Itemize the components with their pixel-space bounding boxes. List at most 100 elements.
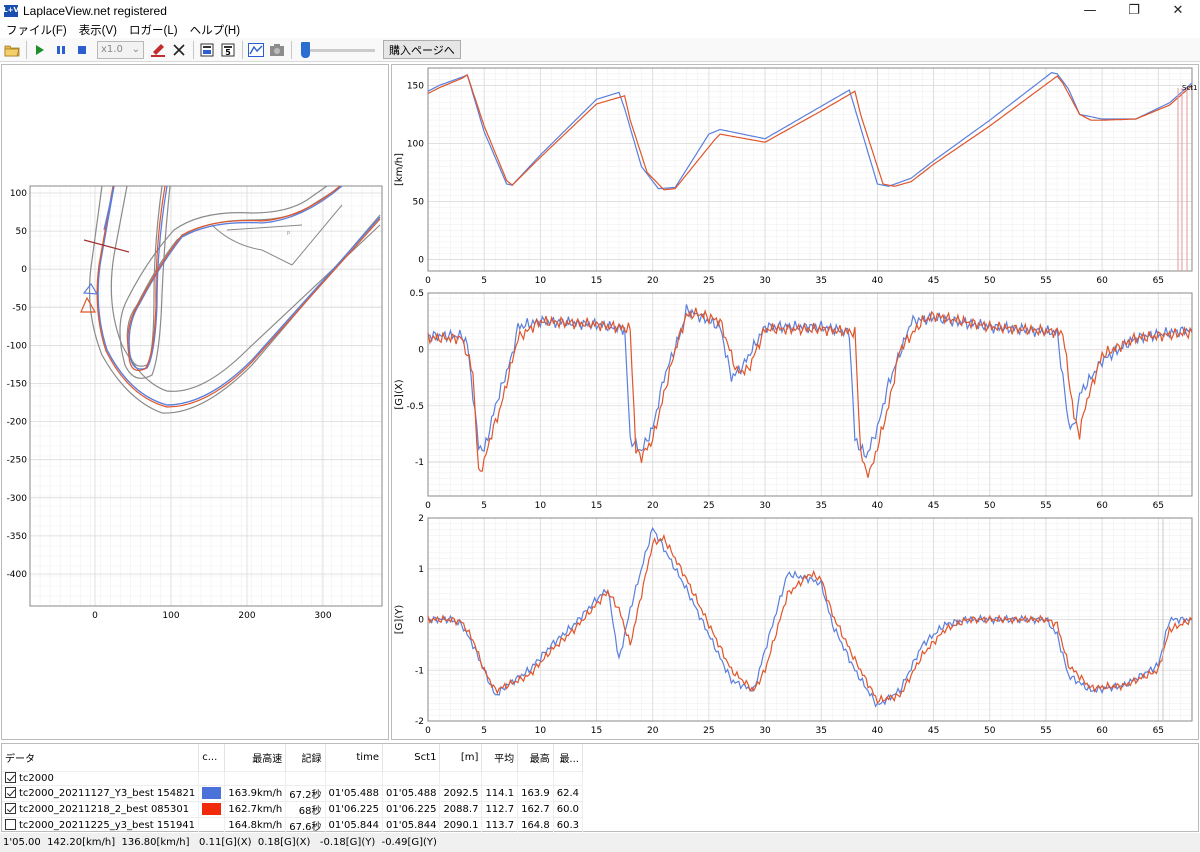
stop-icon[interactable]: [72, 40, 92, 60]
series-lap2-line: [427, 533, 1193, 704]
row-checkbox[interactable]: [5, 772, 16, 783]
row-max-speed: [224, 770, 287, 785]
buy-page-button[interactable]: 購入ページへ: [383, 40, 461, 59]
chart-panel[interactable]: 0 5 10 15 20 25 30 35 40 45 50 55 60 65 150 100 50 0 [km/h…: [391, 64, 1199, 740]
slider-thumb[interactable]: [301, 41, 310, 58]
pause-icon[interactable]: [51, 40, 71, 60]
zoom-select[interactable]: x1.0 ⌄: [97, 40, 144, 59]
color-swatch[interactable]: [202, 802, 222, 815]
x-tick-label: 55: [1040, 726, 1051, 736]
row-time: 01'06.225: [325, 800, 383, 817]
chart-icon[interactable]: [246, 40, 266, 60]
menu-file[interactable]: ファイル(F): [6, 24, 67, 37]
table-row[interactable]: tc2000_20211225_y3_best 151941 164.8km/h 6…: [2, 816, 583, 833]
row-name-label: tc2000_20211218_2_best 085301: [19, 804, 190, 815]
col-color[interactable]: c...: [198, 744, 226, 771]
col-max[interactable]: 最高: [517, 744, 554, 771]
table-row[interactable]: tc2000_20211127_Y3_best 154821 163.9km/h 6…: [2, 784, 583, 801]
open-folder-icon[interactable]: [2, 40, 22, 60]
map-y-tick-label: 0: [21, 265, 27, 275]
x-tick-label: 60: [1096, 501, 1108, 511]
row-meters: 2090.1: [439, 816, 483, 833]
row-time: [325, 770, 383, 785]
toolbar: x1.0 ⌄ 5 購入ページへ: [0, 38, 1200, 62]
x-tick-label: 20: [647, 501, 659, 511]
play-icon[interactable]: [30, 40, 50, 60]
x-tick-label: 60: [1096, 276, 1108, 286]
color-swatch[interactable]: [202, 786, 222, 799]
col-max-speed[interactable]: 最高速: [224, 744, 287, 771]
track-map-panel[interactable]: P 0 100 200 300 100 50 0 -50 -100 -150 -200 -250 -30…: [1, 64, 389, 740]
menu-logger[interactable]: ロガー(L): [129, 24, 178, 37]
map-y-tick-label: -50: [12, 303, 27, 313]
timeline-slider[interactable]: [299, 40, 377, 60]
close-window-button[interactable]: ✕: [1172, 3, 1184, 18]
row-average: 112.7: [481, 800, 519, 817]
x-tick-label: 20: [647, 276, 659, 286]
y-tick-label: -1: [415, 666, 424, 676]
row-record: [285, 770, 326, 785]
export-5-icon[interactable]: 5: [218, 40, 238, 60]
col-meters[interactable]: [m]: [439, 744, 483, 771]
map-plot-area: [29, 185, 383, 607]
y-tick-label: 1: [418, 565, 424, 575]
row-average: 114.1: [481, 784, 519, 801]
row-sct1: [382, 770, 441, 785]
row-max: 163.9: [517, 784, 554, 801]
col-average[interactable]: 平均: [481, 744, 519, 771]
menu-view[interactable]: 表示(V): [78, 24, 118, 37]
start-line-marker: [83, 239, 130, 253]
col-sct1[interactable]: Sct1: [382, 744, 441, 771]
driving-lines: [96, 185, 381, 408]
track-map[interactable]: P 0 100 200 300 100 50 0 -50 -100 -150 -200 -250 -30…: [2, 65, 388, 739]
row-name: tc2000_20211218_2_best 085301: [2, 800, 200, 817]
x-tick-label: 25: [703, 726, 714, 736]
table-row[interactable]: tc2000: [2, 770, 583, 785]
close-icon[interactable]: [169, 40, 189, 60]
col-last[interactable]: 最...: [553, 744, 583, 771]
row-name-label: tc2000_20211225_y3_best 151941: [19, 820, 196, 831]
col-time[interactable]: time: [325, 744, 383, 771]
x-tick-label: 60: [1096, 726, 1108, 736]
row-max-speed: 162.7km/h: [224, 800, 287, 817]
x-tick-label: 45: [928, 501, 939, 511]
row-max: 162.7: [517, 800, 554, 817]
x-tick-label: 50: [984, 726, 996, 736]
col-record[interactable]: 記録: [285, 744, 326, 771]
telemetry-charts[interactable]: 0 5 10 15 20 25 30 35 40 45 50 55 60 65150100500[km/h…: [392, 65, 1198, 739]
maximize-button[interactable]: ❐: [1128, 3, 1140, 18]
menu-help[interactable]: ヘルプ(H): [189, 24, 241, 37]
minimize-button[interactable]: —: [1083, 3, 1097, 18]
row-checkbox[interactable]: [5, 803, 16, 814]
y-tick-label: 100: [407, 139, 424, 149]
x-tick-label: 65: [1153, 276, 1164, 286]
status-bar: 1'05.00 142.20[km/h] 136.80[km/h] 0.11[G…: [0, 833, 1200, 852]
col-data[interactable]: データ: [2, 744, 200, 771]
toolbar-separator: [242, 40, 243, 59]
export-icon[interactable]: [197, 40, 217, 60]
row-checkbox[interactable]: [5, 819, 16, 830]
chart-2[interactable]: 0 5 10 15 20 25 30 35 40 45 50 55 60 65 0.5 0 -0.5 -1 [G](…: [394, 289, 1193, 511]
row-last: 60.3: [553, 816, 583, 833]
chart-1[interactable]: 0 5 10 15 20 25 30 35 40 45 50 55 60 65 150 100 50 0 [km/h…: [394, 67, 1198, 286]
table-row[interactable]: tc2000_20211218_2_best 085301 162.7km/h 68…: [2, 800, 583, 817]
marker-icon[interactable]: [148, 40, 168, 60]
row-name: tc2000: [2, 770, 200, 785]
x-tick-label: 45: [928, 726, 939, 736]
x-tick-label: 40: [872, 501, 884, 511]
y-tick-label: 2: [418, 514, 424, 524]
camera-icon[interactable]: [267, 40, 287, 60]
map-y-tick-label: -250: [7, 456, 28, 466]
lap2-position-marker: [80, 296, 97, 313]
row-time: 01'05.844: [325, 816, 383, 833]
map-x-tick-label: 100: [162, 611, 179, 621]
toolbar-separator: [291, 40, 292, 59]
x-tick-label: 35: [816, 276, 827, 286]
row-checkbox[interactable]: [5, 787, 16, 798]
title-bar: L+V LaplaceView.net registered — ❐ ✕: [0, 0, 1200, 21]
series-lap2-line: [427, 307, 1193, 478]
row-sct1: 01'05.488: [382, 784, 441, 801]
row-color-swatch: [198, 784, 226, 801]
map-x-tick-label: 200: [238, 611, 255, 621]
